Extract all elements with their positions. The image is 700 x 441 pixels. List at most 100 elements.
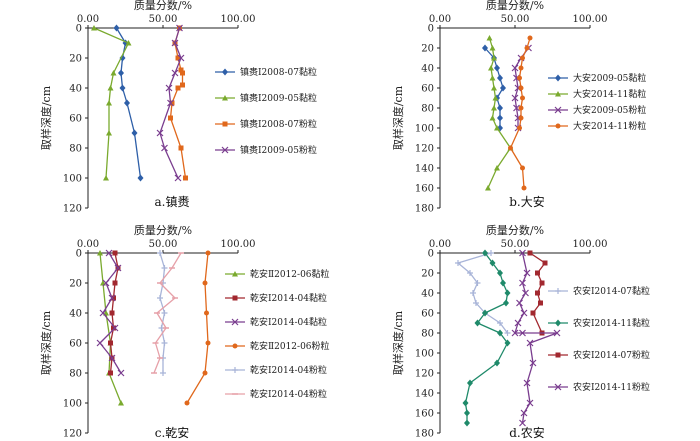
data-point — [96, 339, 104, 347]
x-axis-label: 质量分数/% — [486, 0, 544, 12]
y-tick-label: 20 — [421, 269, 434, 280]
y-tick-label: 20 — [69, 279, 82, 290]
legend-entry: 大安2014-11黏粒 — [548, 88, 646, 100]
series-2 — [91, 25, 132, 181]
legend-marker — [555, 319, 561, 327]
data-point — [508, 145, 513, 151]
data-point — [176, 24, 183, 32]
data-point — [112, 250, 118, 256]
data-point — [108, 340, 113, 346]
chart-panel-2: 0.00 50.00 100.00 0 20 40 60 80 100 120 140 160 180 质… — [391, 0, 646, 215]
legend-label: 农安Ⅰ2014-07粉粒 — [573, 349, 650, 361]
legend-label: 镇赉Ⅰ2009-05黏粒 — [240, 92, 317, 104]
x-tick-label: 0.00 — [77, 14, 99, 25]
chart-title: d.农安 — [509, 425, 545, 440]
data-point — [161, 144, 168, 152]
data-point — [518, 85, 524, 91]
data-point — [180, 82, 185, 88]
legend-entry: 镇赉Ⅰ2009-05黏粒 — [215, 92, 317, 104]
x-tick-label: 0.00 — [429, 14, 451, 25]
data-point — [102, 279, 110, 287]
data-point — [494, 125, 500, 131]
data-point — [184, 400, 190, 406]
data-point — [504, 289, 511, 297]
data-point — [165, 84, 173, 92]
legend-label: 大安2009-05黏粒 — [573, 72, 646, 84]
data-point — [114, 264, 122, 272]
data-point — [535, 270, 540, 276]
legend-entry: 乾安Ⅰ2014-04粉粒 — [225, 364, 327, 376]
y-axis-label: 取样深度/cm — [39, 310, 53, 375]
series-1 — [455, 250, 511, 336]
data-point — [518, 105, 524, 111]
x-axis-label: 质量分数/% — [134, 0, 192, 12]
data-point — [178, 67, 184, 73]
data-point — [492, 95, 499, 101]
y-axis-label: 取样深度/cm — [391, 85, 405, 150]
y-tick-label: 140 — [415, 389, 434, 400]
data-point — [177, 54, 185, 62]
data-point — [519, 419, 526, 427]
data-point — [99, 309, 107, 317]
x-tick-label: 0.00 — [77, 239, 99, 250]
data-point — [91, 25, 97, 31]
data-point — [519, 329, 526, 337]
data-point — [511, 329, 519, 337]
data-point — [489, 259, 496, 267]
data-point — [118, 400, 124, 406]
legend-label: 农安Ⅰ2014-11黏粒 — [573, 317, 650, 329]
data-point — [542, 260, 548, 266]
data-point — [530, 310, 536, 316]
data-point — [516, 299, 523, 307]
data-point — [535, 290, 540, 296]
y-tick-label: 120 — [63, 204, 82, 215]
data-point — [482, 309, 488, 317]
data-point — [529, 359, 537, 367]
data-point — [489, 115, 496, 121]
data-point — [110, 70, 117, 76]
series-3 — [527, 250, 548, 336]
series-6 — [151, 252, 184, 374]
y-tick-label: 60 — [69, 114, 82, 125]
data-point — [161, 340, 168, 346]
data-point — [169, 100, 175, 106]
data-point — [497, 114, 503, 122]
y-tick-label: 0 — [428, 249, 434, 260]
x-tick-label: 0.00 — [429, 239, 451, 250]
legend-entry: 农安Ⅰ2014-11黏粒 — [548, 317, 650, 329]
legend-marker — [221, 146, 229, 154]
y-tick-label: 80 — [421, 329, 434, 340]
legend-label: 乾安Ⅰ2014-04粉粒 — [250, 388, 327, 400]
data-point — [520, 95, 525, 101]
data-point — [500, 279, 506, 287]
legend-marker — [555, 91, 561, 97]
data-point — [106, 100, 112, 106]
data-point — [491, 85, 497, 91]
series-4 — [511, 249, 561, 427]
legend-label: 乾安Ⅰ2014-04粉粒 — [250, 364, 327, 376]
legend-marker — [222, 95, 228, 101]
data-point — [489, 45, 496, 51]
y-tick-label: 60 — [69, 339, 82, 350]
data-point — [109, 310, 115, 316]
data-point — [111, 324, 119, 332]
legend-marker — [554, 383, 562, 391]
data-point — [161, 265, 168, 271]
y-tick-label: 80 — [421, 104, 434, 115]
legend-entry: 农安Ⅰ2014-07黏粒 — [548, 285, 650, 297]
chart-title: a.镇赉 — [155, 195, 190, 209]
data-point — [105, 249, 113, 257]
y-tick-label: 180 — [415, 429, 434, 440]
legend-label: 农安Ⅰ2014-07黏粒 — [573, 285, 650, 297]
data-point — [491, 55, 497, 61]
y-tick-label: 40 — [69, 84, 82, 95]
y-tick-label: 0 — [76, 249, 82, 260]
data-point — [111, 295, 116, 301]
legend-label: 镇赉Ⅰ2008-07黏粒 — [240, 66, 317, 78]
x-axis-label: 质量分数/% — [486, 224, 544, 237]
y-tick-label: 100 — [415, 124, 434, 135]
legend-entry: 镇赉Ⅰ2009-05粉粒 — [215, 144, 317, 156]
data-point — [205, 340, 211, 346]
data-point — [520, 55, 525, 61]
